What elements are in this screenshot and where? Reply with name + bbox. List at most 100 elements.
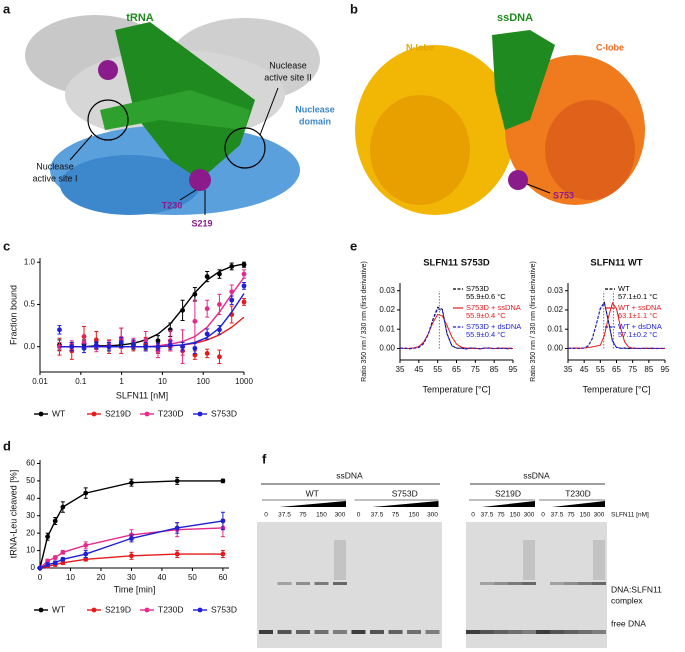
concentration-label: 75 <box>567 512 575 519</box>
band-label: complex <box>611 595 643 605</box>
free-dna-band <box>508 630 522 634</box>
y-tick-label: 0.00 <box>379 344 395 353</box>
concentration-label: 0 <box>541 512 545 519</box>
legend-swatch <box>91 607 97 613</box>
concentration-label: 75 <box>392 512 400 519</box>
concentration-label: 150 <box>409 512 420 519</box>
data-point <box>204 274 210 279</box>
y-tick-label: 0.01 <box>379 324 395 333</box>
concentration-label: 75 <box>497 512 505 519</box>
wedge <box>279 501 346 507</box>
legend-label: S219D <box>105 408 131 418</box>
ssdna-shape <box>492 30 555 130</box>
concentration-label: 0 <box>471 512 475 519</box>
data-point <box>174 478 180 484</box>
free-dna-band <box>388 630 403 634</box>
data-point <box>37 565 43 571</box>
y-tick-label: 60 <box>26 459 35 468</box>
x-tick-label: 95 <box>509 365 518 374</box>
structure-label: T230 <box>162 200 183 210</box>
data-point <box>192 291 198 297</box>
x-tick-label: 55 <box>596 365 605 374</box>
data-point <box>60 549 66 555</box>
concentration-label: 300 <box>335 512 346 519</box>
data-point <box>83 551 89 557</box>
smear <box>593 540 605 580</box>
trna-shape <box>100 90 250 130</box>
data-point <box>57 327 62 333</box>
y-tick-label: 0.0 <box>24 342 36 351</box>
legend-label: WT <box>52 408 65 418</box>
y-tick-label: 10 <box>26 546 35 555</box>
structure-a <box>25 15 320 215</box>
data-point <box>83 556 89 562</box>
data-point <box>192 345 198 351</box>
y-tick-label: 40 <box>26 493 35 502</box>
data-point <box>180 307 185 313</box>
structure-label: S753 <box>553 190 574 200</box>
data-point <box>60 556 66 562</box>
free-dna-band <box>259 630 273 634</box>
concentration-label: 0 <box>357 512 361 519</box>
legend-swatch <box>144 607 150 613</box>
concentration-label: 150 <box>510 512 521 519</box>
complex-band <box>578 582 592 585</box>
legend-label: S753D <box>211 408 237 418</box>
leader-line <box>259 87 279 136</box>
complex-band <box>333 582 347 585</box>
smear <box>523 540 535 580</box>
complex-band <box>296 582 310 585</box>
free-dna-band <box>314 630 329 634</box>
band-label: free DNA <box>611 618 646 628</box>
x-tick-label: 20 <box>97 573 106 582</box>
concentration-label: 37.5 <box>371 512 384 519</box>
structure-b <box>355 30 645 215</box>
x-tick-label: 10 <box>158 377 167 386</box>
legend-label: WT <box>618 284 630 293</box>
complex-band <box>564 582 578 585</box>
free-dna-band <box>333 630 347 634</box>
structure-label: Nuclease <box>295 104 335 114</box>
fit-curve <box>59 263 245 348</box>
y-tick-label: 50 <box>26 476 35 485</box>
gel-header: ssDNA <box>523 470 550 480</box>
data-point <box>131 341 136 347</box>
residue-sphere <box>189 169 211 191</box>
y-axis-label: Fraction bound <box>8 285 18 345</box>
y-tick-label: 0.02 <box>379 305 395 314</box>
structure-label: S219 <box>191 218 212 228</box>
data-point <box>52 518 58 524</box>
series-line <box>39 480 223 569</box>
data-point <box>220 551 226 557</box>
legend-label: S753D + dsDNA <box>466 322 521 331</box>
legend-tm: 55.9±0.4 °C <box>466 311 506 320</box>
c-lobe-shape <box>545 100 635 200</box>
y-tick-label: 0 <box>31 563 36 572</box>
wedge <box>372 501 439 507</box>
data-point <box>45 562 51 567</box>
panel-label: b <box>350 1 358 16</box>
free-dna-band <box>407 630 421 634</box>
free-dna-band <box>494 630 508 634</box>
structure-label: domain <box>299 116 331 126</box>
concentration-label: 150 <box>316 512 327 519</box>
legend-swatch <box>91 411 97 417</box>
data-point <box>192 318 198 324</box>
data-point <box>60 560 66 566</box>
data-point <box>204 351 210 356</box>
gel-header: ssDNA <box>336 470 363 480</box>
wedge <box>482 501 535 507</box>
gel <box>257 522 442 648</box>
data-point <box>229 264 235 269</box>
free-dna-band <box>466 630 480 634</box>
free-dna-band <box>550 630 564 634</box>
concentration-label: 150 <box>580 512 591 519</box>
group-label: S219D <box>495 488 521 498</box>
structure-label: Nuclease <box>269 60 307 70</box>
y-tick-label: 0.5 <box>24 300 36 309</box>
data-point <box>180 344 185 350</box>
legend-tm: 55.9±0.6 °C <box>466 292 506 301</box>
